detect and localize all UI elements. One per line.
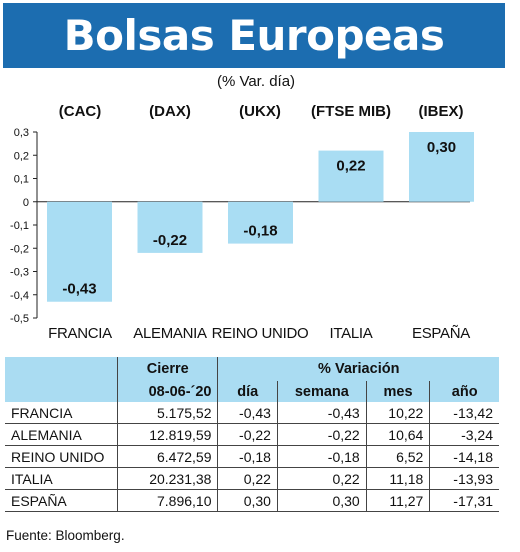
row-name: ESPAÑA [5, 489, 118, 512]
y-tick-label: -0,1 [10, 220, 29, 232]
bar-value-label: 0,22 [336, 158, 365, 175]
bar-value-label: -0,18 [243, 223, 277, 240]
index-label-ibex: (IBEX) [418, 103, 464, 120]
title-banner: Bolsas Europeas [3, 3, 505, 68]
cell-ano: -3,24 [429, 423, 499, 446]
cell-dia: 0,30 [217, 489, 278, 512]
header-mes: mes [365, 381, 430, 402]
bar-francia [47, 201, 112, 302]
cell-mes: 11,18 [365, 467, 430, 490]
cell-mes: 11,27 [365, 489, 430, 512]
header-cierre: Cierre [116, 357, 218, 381]
header-date: 08-06-´20 [116, 381, 218, 402]
row-name: REINO UNIDO [5, 445, 118, 468]
header-semana: semana [276, 381, 367, 402]
table-row: FRANCIA 5.175,52 -0,43 -0,43 10,22 -13,42 [5, 402, 499, 424]
category-label-alemania: ALEMANIA [133, 325, 207, 342]
table-row: ITALIA 20.231,38 0,22 0,22 11,18 -13,93 [5, 467, 499, 490]
cell-cierre: 20.231,38 [116, 467, 218, 490]
y-tick-label: 0,3 [14, 127, 29, 139]
cell-semana: -0,18 [276, 445, 367, 468]
bar-italia [318, 150, 384, 202]
cell-dia: -0,22 [217, 423, 278, 446]
cell-cierre: 6.472,59 [116, 445, 218, 468]
cell-dia: -0,18 [217, 445, 278, 468]
cell-ano: -14,18 [429, 445, 499, 468]
table-row: REINO UNIDO 6.472,59 -0,18 -0,18 6,52 -14,18 [5, 445, 499, 468]
market-table: Cierre % Variación 08-06-´20 día semana … [5, 357, 499, 512]
bar-value-label: 0,30 [427, 139, 456, 156]
table-row: ESPAÑA 7.896,10 0,30 0,30 11,27 -17,31 [5, 489, 499, 512]
category-label-espana: ESPAÑA [412, 325, 470, 342]
category-label-francia: FRANCIA [48, 325, 112, 342]
page-title: Bolsas Europeas [63, 11, 445, 60]
table-header-row: Cierre % Variación [5, 357, 499, 381]
y-tick-label: -0,5 [10, 313, 29, 325]
row-name: ITALIA [5, 467, 118, 490]
y-tick-label: -0,4 [10, 290, 29, 302]
row-name: FRANCIA [5, 402, 118, 424]
cell-semana: 0,30 [276, 489, 367, 512]
index-label-dax: (DAX) [149, 103, 191, 120]
bar-value-label: -0,43 [62, 281, 96, 298]
bar-reino-unido [228, 201, 293, 244]
cell-dia: 0,22 [217, 467, 278, 490]
y-tick-label: 0,1 [14, 174, 29, 186]
category-label-italia: ITALIA [329, 325, 373, 342]
y-tick-label: 0 [23, 197, 29, 209]
index-label-cac: (CAC) [58, 103, 102, 120]
bar-alemania [137, 201, 203, 253]
header-dia: día [217, 381, 278, 402]
header-ano: año [429, 381, 499, 402]
cell-ano: -17,31 [429, 489, 499, 512]
table-subheader-row: 08-06-´20 día semana mes año [5, 381, 499, 402]
bar-españa [409, 132, 474, 202]
cell-ano: -13,93 [429, 467, 499, 490]
cell-ano: -13,42 [429, 402, 499, 424]
cell-semana: -0,43 [276, 402, 367, 424]
cell-dia: -0,43 [217, 402, 278, 424]
cell-mes: 10,22 [365, 402, 430, 424]
y-tick-label: -0,2 [10, 243, 29, 255]
cell-cierre: 12.819,59 [116, 423, 218, 446]
cell-mes: 10,64 [365, 423, 430, 446]
table-row: ALEMANIA 12.819,59 -0,22 -0,22 10,64 -3,24 [5, 423, 499, 446]
bar-chart: 0,3 0,2 0,1 0 -0,1 -0,2 -0,3 -0,4 -0,5 -0,43 -0,22… [10, 127, 474, 325]
index-label-ukx: (UKX) [239, 103, 281, 120]
cell-mes: 6,52 [365, 445, 430, 468]
cell-semana: -0,22 [276, 423, 367, 446]
source-note: Fuente: Bloomberg. [6, 528, 125, 543]
cell-semana: 0,22 [276, 467, 367, 490]
y-tick-label: -0,3 [10, 267, 29, 279]
cell-cierre: 5.175,52 [116, 402, 218, 424]
header-variacion: % Variación [217, 357, 499, 381]
y-tick-label: 0,2 [14, 150, 29, 162]
row-name: ALEMANIA [5, 423, 118, 446]
index-label-ftse-mib: (FTSE MIB) [311, 103, 391, 120]
bar-value-label: -0,22 [153, 232, 187, 249]
cell-cierre: 7.896,10 [116, 489, 218, 512]
category-label-reino-unido: REINO UNIDO [211, 325, 309, 342]
chart-subtitle: (% Var. día) [216, 73, 296, 90]
